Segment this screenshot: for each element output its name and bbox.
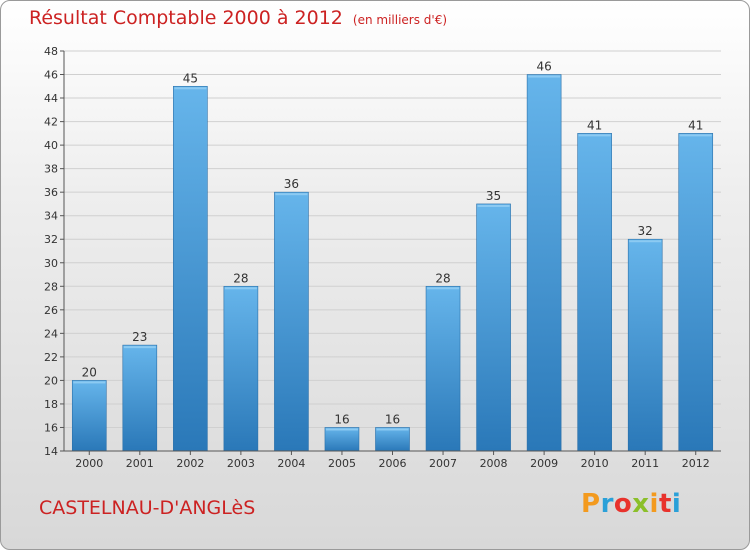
bar (122, 344, 158, 452)
bar (476, 203, 511, 452)
logo-letter: i (649, 489, 659, 519)
logo-letter: i (671, 489, 682, 519)
logo-letter: o (613, 489, 633, 519)
y-tick-label: 38 (44, 163, 58, 176)
y-tick-label: 14 (44, 445, 58, 458)
x-tick-label: 2011 (631, 457, 659, 470)
data-label: 23 (132, 330, 147, 344)
bar-highlight (679, 134, 712, 137)
bar-highlight (629, 240, 662, 243)
plot-area (64, 51, 721, 451)
x-tick-label: 2001 (126, 457, 154, 470)
chart-subtitle: (en milliers d'€) (352, 13, 448, 27)
bar-highlight (325, 428, 358, 431)
y-tick-label: 30 (44, 257, 58, 270)
proxiti-logo: Proxiti (581, 489, 681, 519)
logo-letter: r (600, 489, 614, 519)
logo-letter: x (632, 489, 650, 519)
y-tick-label: 16 (44, 421, 58, 434)
data-label: 45 (183, 71, 198, 85)
bar-highlight (123, 346, 156, 349)
y-tick-label: 42 (44, 116, 58, 129)
bar (526, 74, 562, 452)
data-label: 16 (385, 412, 400, 426)
logo-letter: P (581, 489, 601, 519)
data-label: 28 (233, 271, 248, 285)
y-tick-label: 22 (44, 351, 58, 364)
bar (678, 133, 714, 452)
bar-highlight (528, 75, 561, 78)
y-tick-label: 36 (44, 186, 58, 199)
y-tick-label: 26 (44, 304, 58, 317)
chart-title-text: Résultat Comptable 2000 à 2012 (29, 7, 343, 29)
x-tick-label: 2004 (277, 457, 305, 470)
x-tick-label: 2009 (530, 457, 558, 470)
data-label: 20 (82, 365, 97, 379)
bar-highlight (73, 381, 106, 384)
bar (274, 191, 309, 452)
data-label: 35 (486, 189, 501, 203)
bar (71, 380, 107, 452)
chart-title: Résultat Comptable 2000 à 2012 (en millie… (29, 7, 447, 29)
data-label: 41 (587, 118, 602, 132)
x-tick-label: 2008 (480, 457, 508, 470)
x-tick-label: 2012 (682, 457, 710, 470)
data-label: 41 (688, 118, 703, 132)
y-tick-label: 46 (44, 69, 58, 82)
bar (223, 285, 259, 452)
bar (173, 85, 208, 452)
bar-highlight (578, 134, 611, 137)
bar (627, 238, 663, 452)
bar-highlight (477, 204, 510, 207)
bar-highlight (174, 87, 207, 90)
y-tick-label: 44 (44, 92, 58, 105)
x-tick-label: 2005 (328, 457, 356, 470)
bar (375, 427, 410, 452)
y-tick-label: 24 (44, 327, 58, 340)
x-tick-label: 2003 (227, 457, 255, 470)
y-tick-label: 32 (44, 233, 58, 246)
x-tick-label: 2002 (176, 457, 204, 470)
data-label: 32 (638, 224, 653, 238)
x-tick-label: 2006 (379, 457, 407, 470)
data-label: 16 (334, 412, 349, 426)
x-tick-label: 2000 (75, 457, 103, 470)
bar-highlight (376, 428, 409, 431)
y-tick-label: 34 (44, 210, 58, 223)
bar-highlight (275, 193, 308, 196)
bar-highlight (427, 287, 460, 290)
data-label: 28 (435, 271, 450, 285)
city-name: CASTELNAU-D'ANGLèS (39, 497, 256, 519)
y-tick-label: 40 (44, 139, 58, 152)
logo-letter: t (658, 489, 672, 519)
y-tick-label: 18 (44, 398, 58, 411)
x-tick-label: 2010 (581, 457, 609, 470)
y-tick-label: 20 (44, 374, 58, 387)
y-tick-label: 28 (44, 280, 58, 293)
data-label: 46 (536, 60, 551, 74)
bar (577, 133, 612, 452)
x-tick-label: 2007 (429, 457, 457, 470)
bar (324, 427, 360, 452)
bar-highlight (224, 287, 257, 290)
bar (425, 285, 461, 452)
data-label: 36 (284, 177, 299, 191)
y-tick-label: 48 (44, 45, 58, 58)
